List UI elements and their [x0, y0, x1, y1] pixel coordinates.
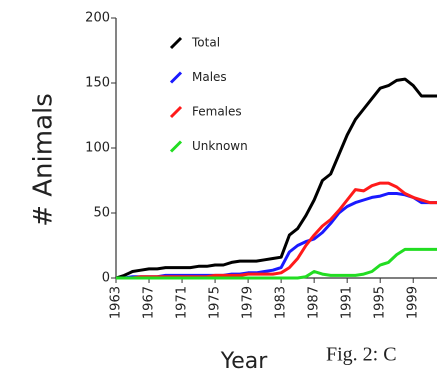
legend-swatch [169, 36, 183, 50]
x-tick-label: 1983 [274, 286, 289, 319]
x-tick-label: 1971 [175, 286, 190, 319]
x-tick-label: 1999 [406, 286, 421, 319]
legend-label: Total [191, 36, 220, 50]
legend-swatch [169, 71, 183, 84]
y-axis-title: # Animals [29, 93, 59, 227]
y-tick-label: 200 [85, 11, 110, 26]
y-tick-label: 0 [102, 271, 110, 286]
x-tick-label: 1987 [307, 286, 322, 319]
x-axis-title: Year [220, 349, 269, 374]
x-tick-label: 1963 [109, 286, 124, 319]
x-tick-label: 1967 [142, 286, 157, 319]
legend-label: Males [192, 70, 227, 84]
x-tick-label: 1991 [340, 286, 355, 319]
x-tick-label: 1975 [208, 286, 223, 319]
x-tick-label: 1995 [373, 286, 388, 319]
y-tick-label: 100 [85, 141, 110, 156]
series-line [116, 192, 437, 280]
legend-swatch [169, 105, 183, 119]
y-tick-label: 150 [85, 76, 110, 91]
legend-swatch [169, 140, 183, 153]
annotation: Fig. 2: C [326, 344, 397, 366]
series-line [116, 247, 437, 280]
legend-label: Females [192, 105, 242, 119]
legend-label: Unknown [192, 139, 248, 153]
series-line [115, 77, 437, 280]
x-tick-label: 1979 [241, 286, 256, 319]
y-tick-label: 50 [93, 206, 110, 221]
